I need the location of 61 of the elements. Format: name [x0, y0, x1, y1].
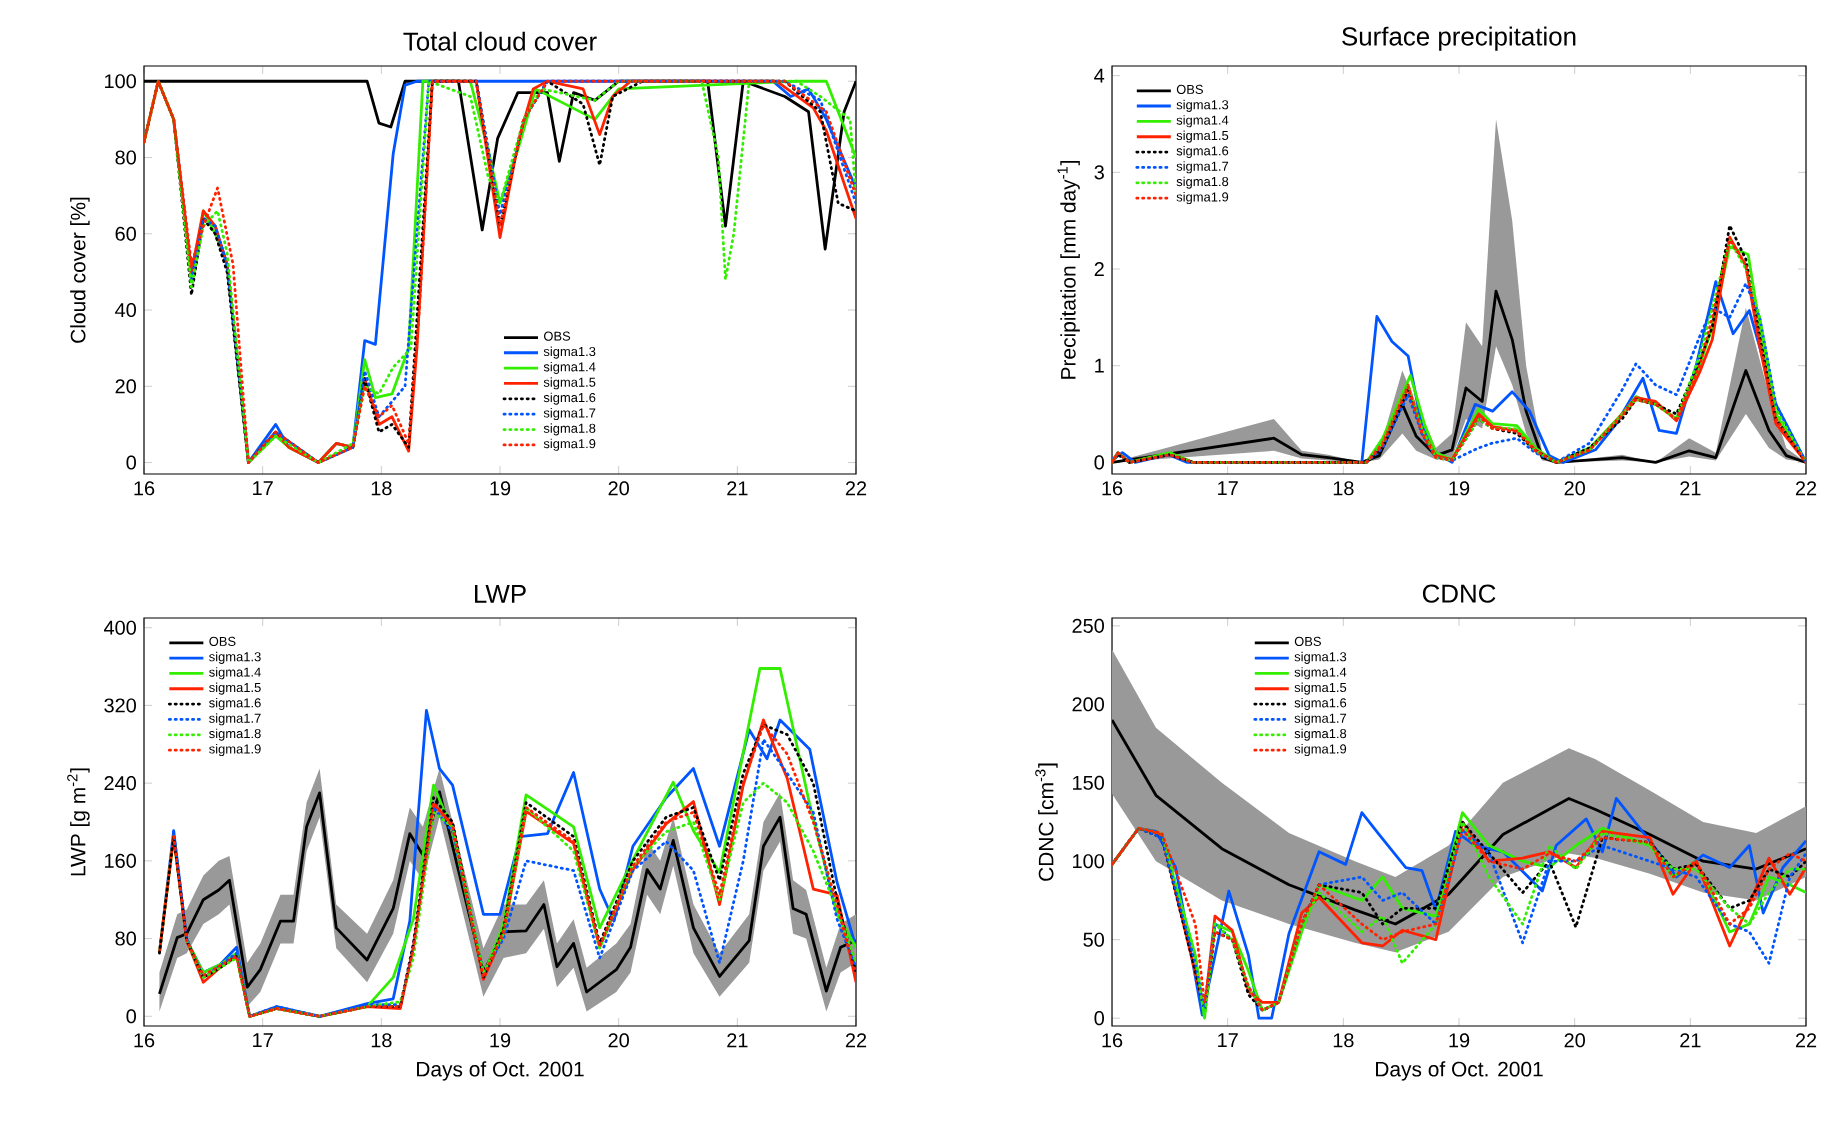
y-tick-label: 160: [105, 853, 136, 868]
y-tick-label: 50: [1083, 932, 1104, 947]
x-tick-label: 21: [1680, 1033, 1701, 1048]
x-tick-label: 18: [371, 481, 392, 496]
y-tick-label: 400: [103, 620, 136, 635]
x-tick-label: 20: [608, 481, 629, 496]
x-tick-label: 20: [1564, 481, 1585, 496]
x-tick-label: 22: [845, 1033, 867, 1048]
chart-title: LWP: [475, 584, 526, 603]
y-axis-title: Cloud cover [%]: [70, 197, 90, 343]
x-tick-label: 18: [1333, 481, 1354, 496]
x-axis-title: Days of Oct. 2001: [1376, 1061, 1543, 1081]
x-tick-label: 16: [134, 1033, 155, 1048]
x-tick-label: 22: [1795, 1033, 1817, 1048]
y-axis-title: LWP [g m$^{-2}$]: [67, 768, 90, 876]
chart-title: CDNC: [1422, 584, 1496, 603]
x-tick-label: 17: [1218, 1033, 1238, 1047]
x-tick-label: 21: [727, 1033, 748, 1048]
x-tick-label: 16: [134, 481, 155, 496]
x-tick-label: 22: [845, 481, 867, 496]
x-tick-label: 19: [490, 1033, 511, 1048]
x-tick-label: 17: [1218, 481, 1238, 495]
y-tick-label: 80: [115, 150, 136, 165]
y-tick-label: 0: [1094, 1011, 1105, 1026]
x-tick-label: 22: [1795, 481, 1817, 496]
x-tick-label: 17: [253, 481, 273, 495]
y-tick-label: 2: [1094, 262, 1104, 276]
y-tick-label: 80: [115, 931, 136, 946]
x-tick-label: 21: [727, 481, 748, 496]
y-axis-title: Precipitation [mm day$^{-1}$]: [1057, 161, 1080, 379]
y-tick-label: 0: [1094, 455, 1105, 470]
y-axis-title: CDNC [cm$^{-3}$]: [1035, 763, 1058, 881]
x-tick-label: 20: [608, 1033, 629, 1048]
x-tick-label: 16: [1102, 1033, 1123, 1048]
y-tick-label: 250: [1072, 618, 1104, 633]
x-tick-label: 18: [371, 1033, 392, 1048]
x-tick-label: 16: [1102, 481, 1123, 496]
y-tick-label: 60: [115, 226, 136, 241]
x-tick-label: 19: [1449, 1033, 1470, 1048]
x-tick-label: 20: [1564, 1033, 1585, 1048]
chart-title: Total cloud cover: [403, 31, 597, 51]
y-tick-label: 40: [115, 302, 136, 318]
y-tick-label: 0: [126, 1009, 136, 1024]
y-tick-label: 200: [1072, 697, 1104, 712]
y-tick-label: 100: [105, 74, 136, 89]
y-tick-label: 0: [126, 455, 136, 470]
x-tick-label: 19: [1449, 481, 1470, 496]
y-tick-label: 100: [1073, 854, 1104, 869]
x-axis-title: Days of Oct. 2001: [417, 1061, 584, 1081]
chart-title: Surface precipitation: [1342, 26, 1576, 51]
y-tick-label: 240: [104, 776, 136, 791]
y-tick-label: 150: [1073, 775, 1104, 790]
y-tick-label: 3: [1094, 165, 1104, 180]
x-tick-label: 19: [490, 481, 511, 496]
x-tick-label: 17: [253, 1033, 273, 1047]
y-tick-label: 4: [1094, 68, 1105, 83]
x-tick-label: 21: [1680, 481, 1701, 496]
y-tick-label: 320: [104, 698, 136, 713]
y-tick-label: 1: [1095, 358, 1104, 373]
y-tick-label: 20: [115, 379, 136, 394]
x-tick-label: 18: [1333, 1033, 1354, 1048]
